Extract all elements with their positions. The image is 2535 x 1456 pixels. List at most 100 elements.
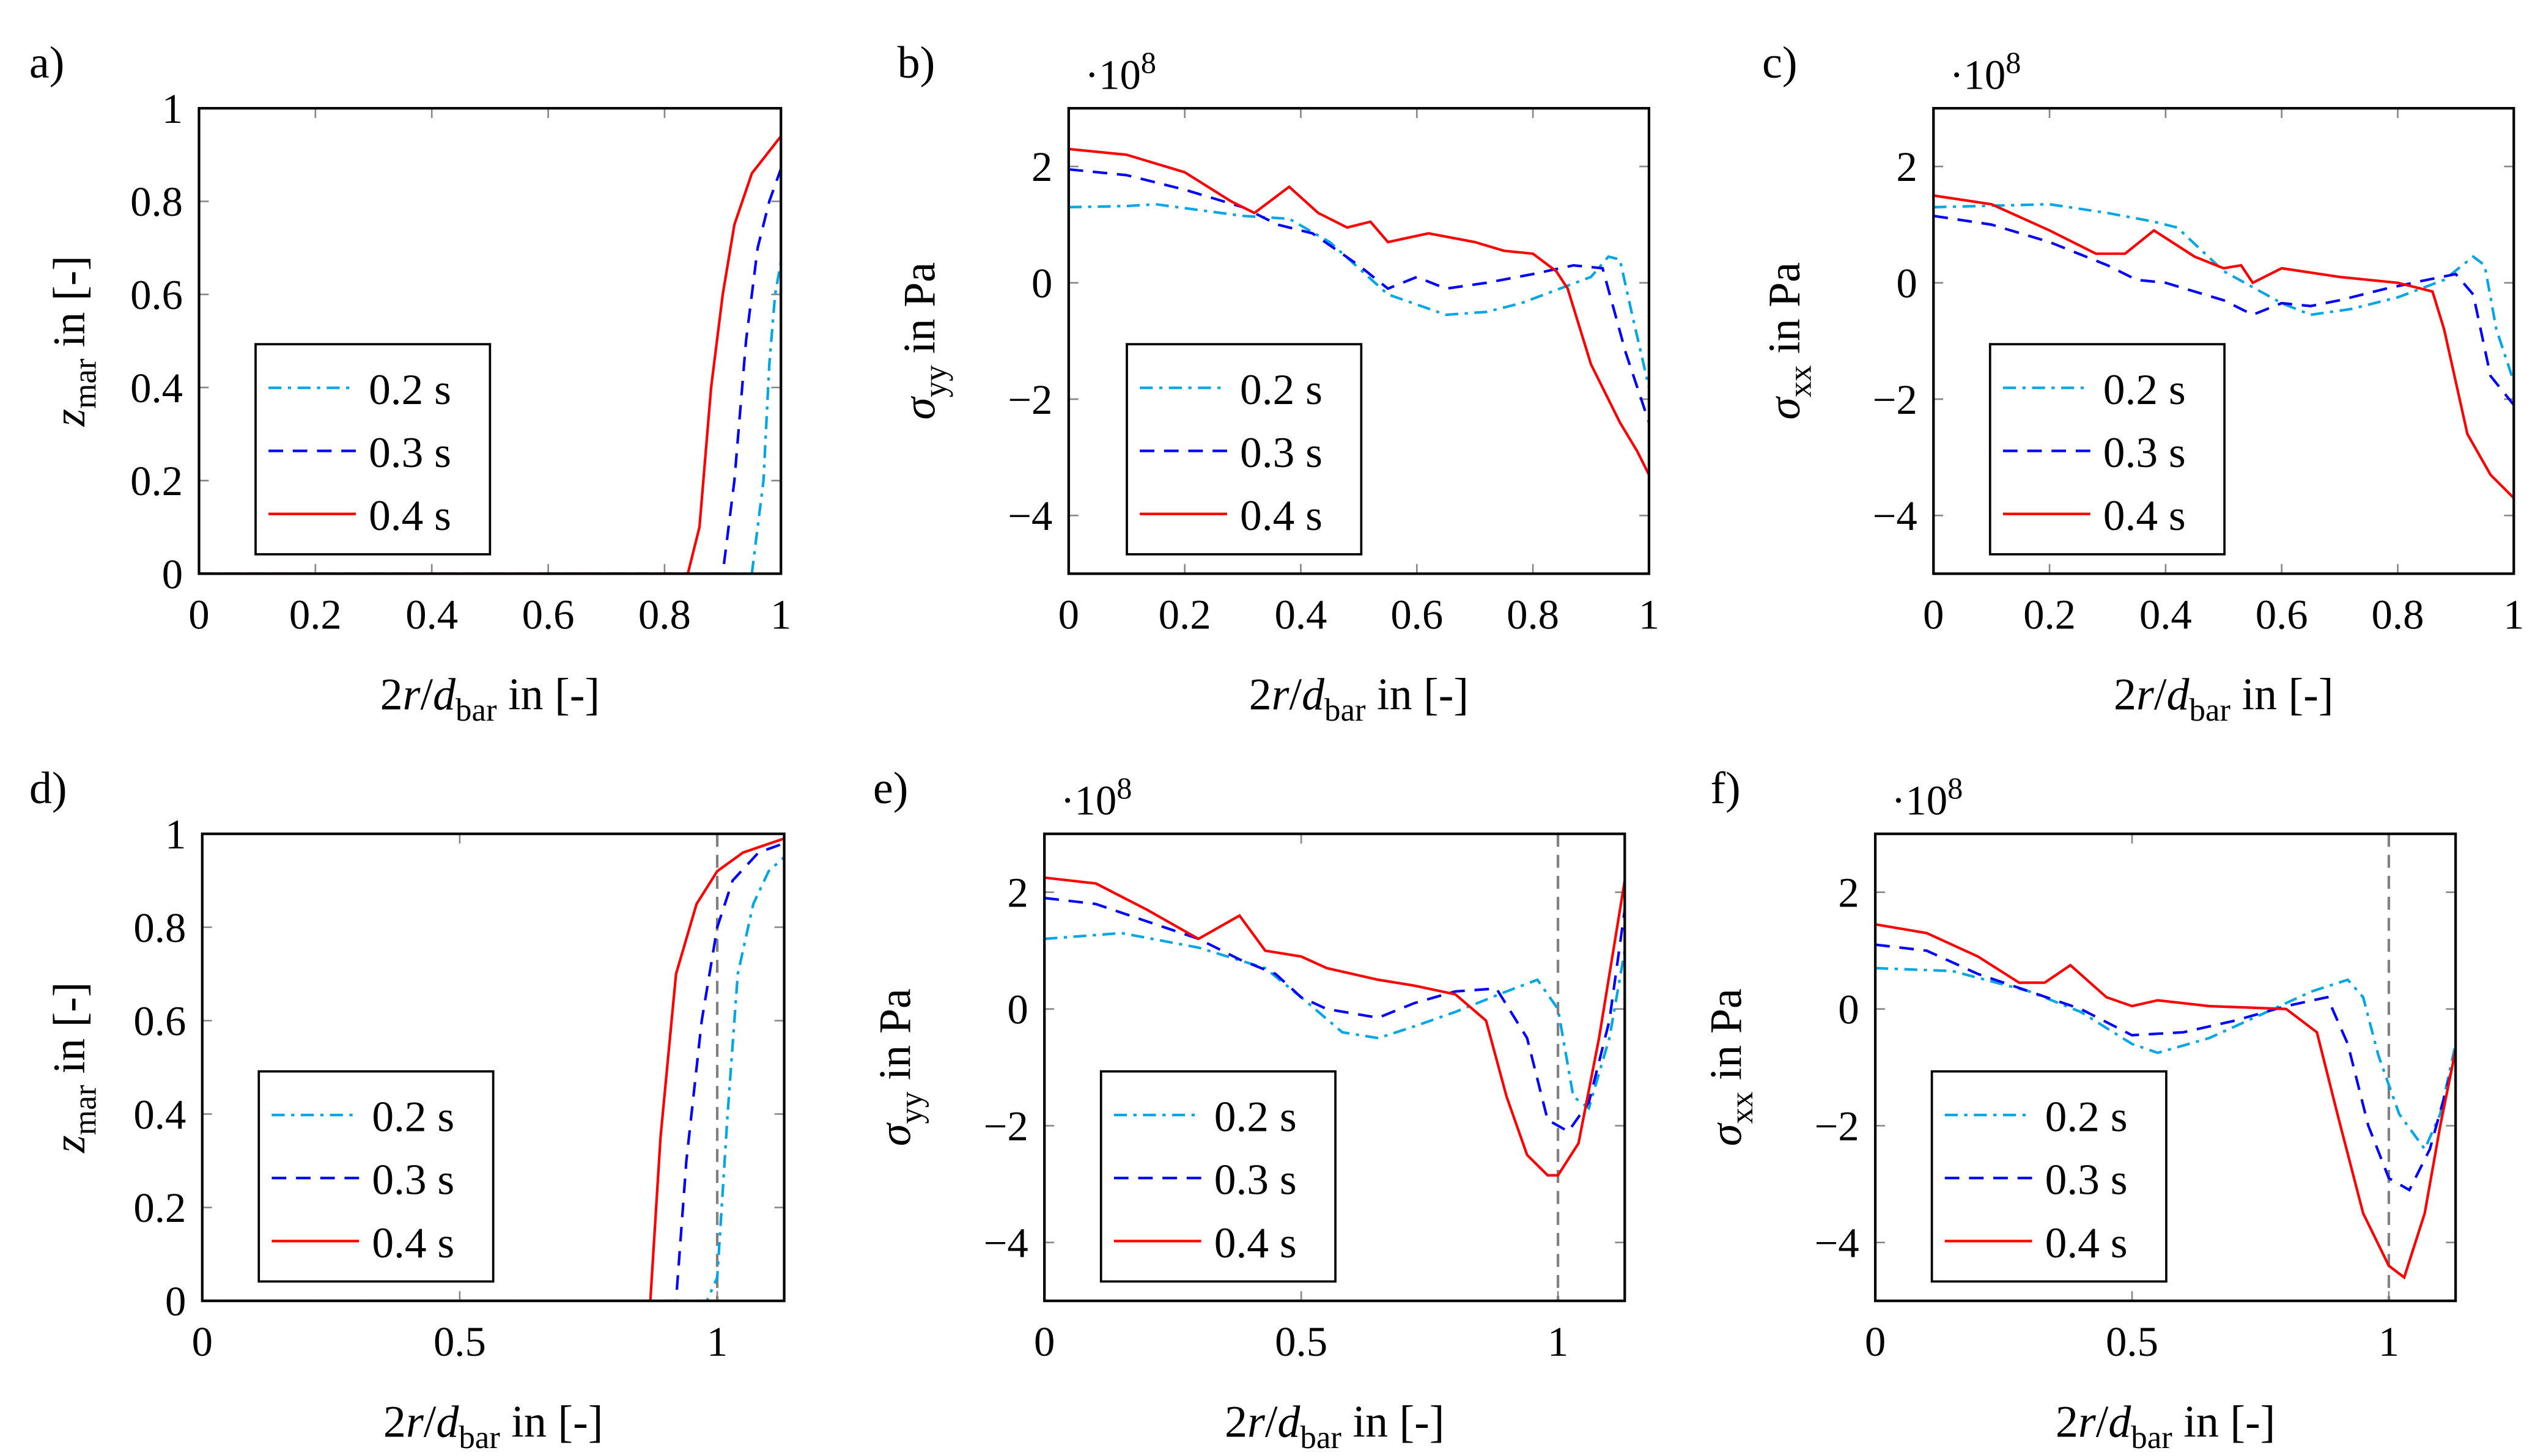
y-label-part: in Pa xyxy=(871,988,921,1092)
x-tick-label: 0.2 xyxy=(2023,591,2076,638)
y-tick-label: 1 xyxy=(162,86,183,132)
x-axis-label: 2r/dbar in [-] xyxy=(383,1397,603,1455)
x-tick-label: 1 xyxy=(2378,1318,2399,1365)
x-label-part: in [-] xyxy=(1366,670,1469,720)
legend-box xyxy=(1988,343,2226,556)
legend-label: 0.3 s xyxy=(369,428,451,477)
x-label-part: / xyxy=(2096,1397,2109,1447)
x-tick-label: 0.6 xyxy=(522,591,575,638)
series-line-0.3s xyxy=(1044,897,1625,1133)
x-label-sub: bar xyxy=(2189,693,2231,728)
legend-label: 0.4 s xyxy=(2103,491,2186,540)
y-axis-label: σyy in Pa xyxy=(895,262,953,420)
legend: 0.2 s 0.3 s 0.4 s xyxy=(1099,1070,1337,1283)
y-label-var: σ xyxy=(1760,396,1810,420)
y-label-var: σ xyxy=(1702,1122,1752,1146)
legend-label: 0.2 s xyxy=(1240,366,1323,414)
y-tick-label: 0 xyxy=(1896,260,1917,306)
legend-label: 0.2 s xyxy=(2045,1093,2128,1141)
x-label-part: in [-] xyxy=(1341,1397,1445,1447)
exponent-base: ·10 xyxy=(1950,51,2006,98)
x-label-part: 2 xyxy=(380,670,403,720)
legend: 0.2 s 0.3 s 0.4 s xyxy=(1988,343,2226,556)
legend-label: 0.3 s xyxy=(1240,428,1323,477)
plot-frame xyxy=(1067,107,1651,575)
y-tick-label: −4 xyxy=(1814,1219,1859,1266)
x-tick-label: 0.5 xyxy=(434,1318,486,1365)
series-line-0.3s xyxy=(199,168,781,574)
x-label-part: 2 xyxy=(1225,1397,1247,1447)
y-tick-label: −4 xyxy=(984,1219,1028,1266)
y-axis-label: zmar in [-] xyxy=(45,256,103,427)
series-line-0.4s xyxy=(1875,923,2456,1280)
x-label-sub: bar xyxy=(1324,693,1366,728)
y-tick-label: −2 xyxy=(1873,377,1917,423)
x-label-part: in [-] xyxy=(2172,1397,2276,1447)
x-label-var: r xyxy=(406,1397,424,1447)
x-label-part: / xyxy=(1289,670,1302,720)
y-label-var: σ xyxy=(895,396,945,420)
y-label-var: σ xyxy=(871,1122,921,1146)
y-tick-label: 0.6 xyxy=(130,271,183,318)
x-tick-label: 0.2 xyxy=(289,591,342,638)
legend-label: 0.3 s xyxy=(2045,1156,2128,1204)
x-tick-label: 0.8 xyxy=(1507,591,1559,638)
y-axis-exponent: ·108 xyxy=(1950,45,2021,98)
x-tick-label: 0 xyxy=(1058,591,1079,638)
y-axis-exponent: ·108 xyxy=(1061,771,1132,823)
y-tick-label: 0 xyxy=(1007,986,1028,1032)
y-axis-label: σxx in Pa xyxy=(1760,262,1818,420)
y-axis-exponent: ·108 xyxy=(1891,771,1963,823)
series-line-0.2s xyxy=(1875,966,2456,1152)
x-tick-label: 0.4 xyxy=(405,591,458,638)
x-label-part: / xyxy=(2154,670,2167,720)
panel-label: e) xyxy=(873,763,909,814)
y-tick-label: 2 xyxy=(1838,869,1859,916)
x-label-part: / xyxy=(1265,1397,1278,1447)
legend-label: 0.4 s xyxy=(372,1219,454,1267)
y-label-part: in [-] xyxy=(45,256,95,359)
y-tick-label: 2 xyxy=(1007,869,1028,916)
legend-box xyxy=(1099,1070,1337,1283)
y-label-sub: mar xyxy=(67,1085,103,1136)
x-axis-label: 2r/dbar in [-] xyxy=(380,670,600,729)
exponent-base: ·10 xyxy=(1891,777,1947,823)
y-axis-label: σxx in Pa xyxy=(1702,988,1760,1146)
exponent-power: 8 xyxy=(1116,771,1132,805)
panel-label: b) xyxy=(898,38,935,88)
series-line-0.3s xyxy=(1068,167,1649,423)
legend-label: 0.3 s xyxy=(1214,1156,1297,1204)
chart-panel-a: a) 0 0.2 0.4 0.6 0.8 1 0 0.2 0.4 0.6 0.8 1 2r/dbar in… xyxy=(29,38,792,728)
legend: 0.2 s 0.3 s 0.4 s xyxy=(257,1070,495,1283)
y-label-part: in [-] xyxy=(45,982,95,1085)
y-tick-label: 0.4 xyxy=(133,1091,186,1138)
series-line-0.4s xyxy=(199,135,781,574)
legend: 0.2 s 0.3 s 0.4 s xyxy=(254,343,492,556)
x-tick-label: 0.5 xyxy=(1275,1318,1327,1365)
legend-label: 0.4 s xyxy=(2045,1219,2128,1267)
legend-label: 0.2 s xyxy=(2103,366,2186,414)
y-label-sub: mar xyxy=(67,358,103,409)
x-tick-label: 0 xyxy=(1923,591,1944,638)
series-line-0.4s xyxy=(1933,194,2514,499)
x-label-part: 2 xyxy=(1249,670,1272,720)
x-label-var: r xyxy=(2078,1397,2097,1447)
plot-frame xyxy=(1932,107,2515,575)
legend-label: 0.3 s xyxy=(372,1156,454,1204)
y-tick-label: 0 xyxy=(162,551,183,597)
x-tick-label: 0 xyxy=(188,591,209,638)
y-axis-label: zmar in [-] xyxy=(45,982,103,1153)
x-label-var: d xyxy=(1302,670,1325,720)
series-line-0.2s xyxy=(202,856,784,1301)
series-line-0.2s xyxy=(1068,203,1649,388)
x-label-part: 2 xyxy=(2114,670,2136,720)
panel-label: d) xyxy=(29,763,67,814)
series-line-0.2s xyxy=(1933,203,2514,383)
x-label-var: r xyxy=(1272,670,1290,720)
y-tick-label: −2 xyxy=(1008,377,1052,423)
plot-frame xyxy=(1873,833,2457,1303)
x-tick-label: 0.6 xyxy=(1390,591,1443,638)
x-label-part: in [-] xyxy=(497,670,600,720)
series-line-0.4s xyxy=(1044,876,1625,1177)
